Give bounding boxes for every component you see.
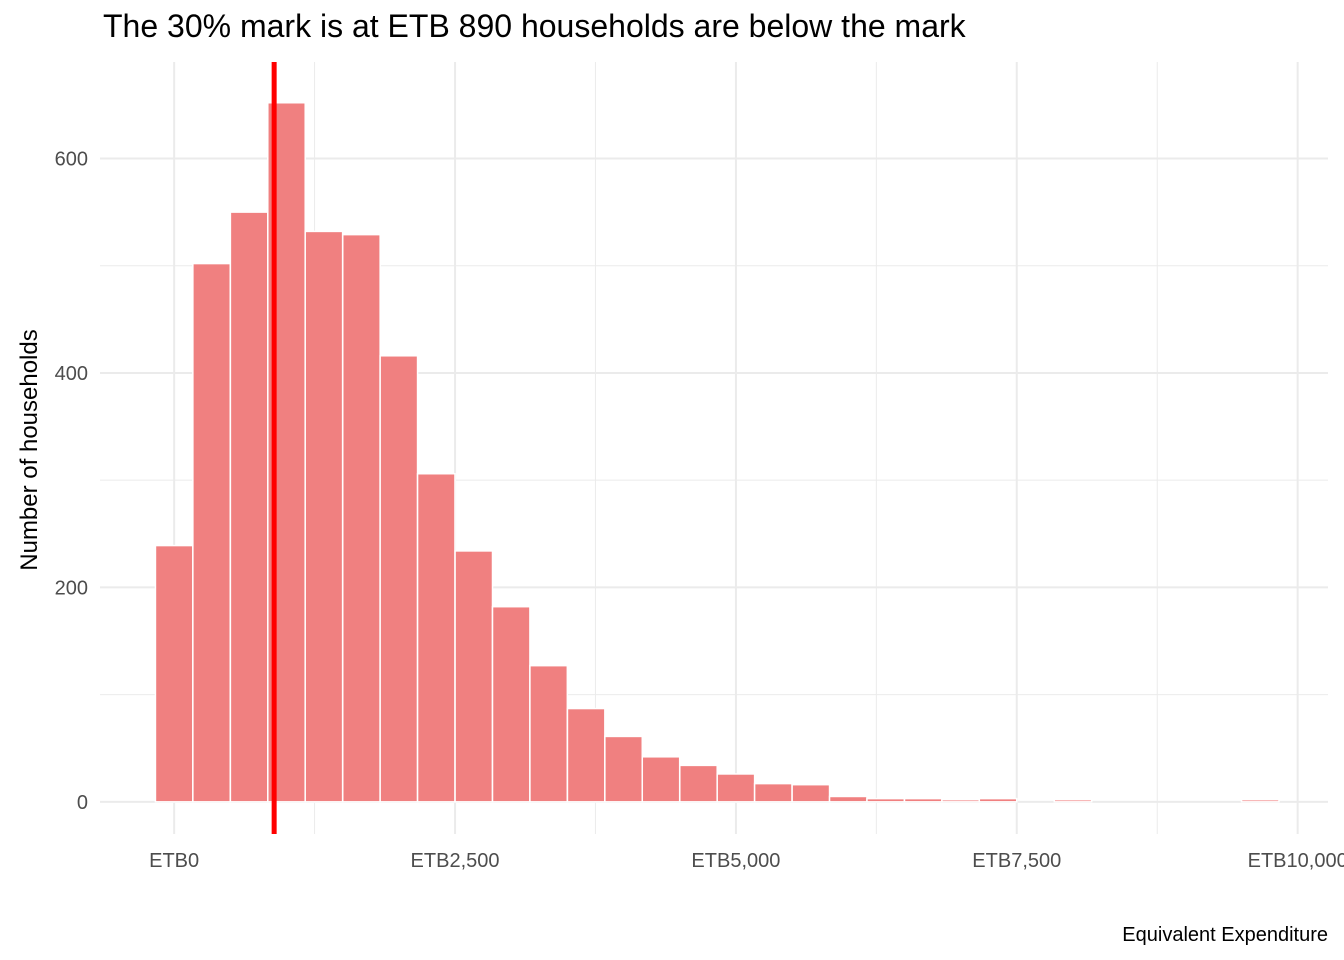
histogram-bar — [716, 773, 756, 803]
histogram-bar — [903, 797, 943, 803]
x-tick-label: ETB2,500 — [411, 850, 500, 872]
y-tick-label: 400 — [55, 363, 88, 385]
histogram-bar — [454, 550, 494, 803]
y-axis-ticks: 0 200 400 600 — [55, 149, 88, 814]
y-tick-label: 200 — [55, 577, 88, 599]
histogram-bar — [529, 664, 569, 803]
histogram-bar — [679, 764, 718, 803]
histogram-bar — [192, 262, 232, 803]
histogram-bar — [866, 797, 906, 803]
histogram-bar — [604, 735, 644, 803]
x-tick-label: ETB7,500 — [972, 850, 1061, 872]
histogram-bar — [154, 544, 194, 803]
histogram-bar — [1053, 798, 1093, 803]
histogram-bar — [341, 233, 381, 803]
y-axis-title: Number of households — [16, 329, 43, 570]
histogram-bar — [753, 782, 793, 803]
y-tick-label: 0 — [77, 792, 88, 814]
histogram-bar — [491, 605, 531, 803]
x-axis-ticks: ETB0 ETB2,500 ETB5,000 ETB7,500 ETB10,000 — [149, 850, 1344, 872]
histogram-bar — [379, 355, 419, 803]
histogram-bar — [1240, 798, 1280, 803]
chart-title: The 30% mark is at ETB 890 households ar… — [103, 8, 966, 44]
bars — [154, 101, 1280, 803]
x-tick-label: ETB0 — [149, 850, 199, 872]
histogram-bar — [416, 472, 456, 803]
histogram-bar — [941, 798, 981, 803]
histogram-bar — [978, 797, 1018, 803]
x-tick-label: ETB10,000 — [1248, 850, 1344, 872]
histogram-bar — [304, 230, 344, 803]
histogram-bar — [229, 211, 269, 803]
x-tick-label: ETB5,000 — [691, 850, 780, 872]
histogram-bar — [791, 783, 831, 803]
histogram-bar — [641, 756, 681, 803]
histogram-bar — [566, 707, 606, 803]
x-axis-title: Equivalent Expenditure — [1122, 924, 1328, 946]
y-tick-label: 600 — [55, 149, 88, 171]
histogram-bar — [828, 795, 868, 803]
